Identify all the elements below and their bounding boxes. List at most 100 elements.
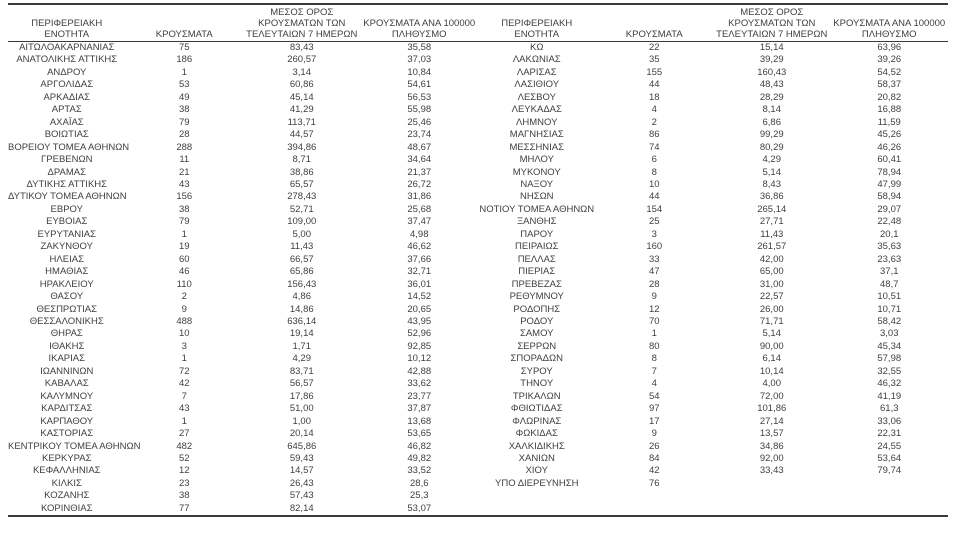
cases-cell: 42 <box>648 465 660 477</box>
region-cell: ΔΡΑΜΑΣ <box>47 166 86 178</box>
avg7-cell: 65,00 <box>759 266 784 278</box>
cases-cell: 23 <box>178 477 190 489</box>
per100k-cell: 58,37 <box>877 79 902 91</box>
region-cell: ΡΕΘΥΜΝΟΥ <box>509 291 564 303</box>
region-cell: ΑΧΑΪΑΣ <box>49 116 84 128</box>
cases-cell: 33 <box>648 253 660 265</box>
region-cell: ΣΠΟΡΑΔΩΝ <box>510 353 563 365</box>
region-cell: ΚΕΦΑΛΛΗΝΙΑΣ <box>32 465 101 477</box>
per100k-cell <box>831 490 949 502</box>
region-cell: ΚΙΛΚΙΣ <box>51 477 82 489</box>
table-row: ΔΡΑΜΑΣ 21 38,86 21,37 ΜΥΚΟΝΟΥ 8 5,14 78,94 <box>8 167 948 179</box>
table-row: ΙΘΑΚΗΣ 3 1,71 92,85 ΣΕΡΡΩΝ 80 90,00 45,34 <box>8 341 948 353</box>
cases-cell: 4 <box>651 378 657 390</box>
avg7-cell: 71,71 <box>759 315 784 327</box>
cases-cell: 79 <box>178 216 190 228</box>
avg7-cell: 113,71 <box>287 116 316 128</box>
avg7-cell: 65,57 <box>289 178 314 190</box>
cases-cell: 97 <box>648 403 660 415</box>
avg7-cell <box>713 490 831 502</box>
region-cell: ΛΑΡΙΣΑΣ <box>516 66 557 78</box>
per100k-cell: 47,99 <box>877 178 902 190</box>
per100k-cell: 92,85 <box>407 340 432 352</box>
header-row: ΠΕΡΙΦΕΡΕΙΑΚΗ ΕΝΟΤΗΤΑ ΚΡΟΥΣΜΑΤΑ ΜΕΣΟΣ ΟΡΟ… <box>8 4 948 42</box>
avg7-cell: 59,43 <box>289 452 314 464</box>
cases-cell: 10 <box>178 328 190 340</box>
region-cell: ΗΡΑΚΛΕΙΟΥ <box>39 278 94 290</box>
cases-cell: 9 <box>651 291 657 303</box>
per100k-cell: 45,26 <box>877 129 902 141</box>
per100k-cell: 25,68 <box>407 203 432 215</box>
cases-cell: 86 <box>648 129 660 141</box>
per100k-cell: 48,67 <box>407 141 432 153</box>
cases-cell: 28 <box>648 278 660 290</box>
table-row: ΚΑΣΤΟΡΙΑΣ 27 20,14 53,65 ΦΩΚΙΔΑΣ 9 13,57 22,31 <box>8 428 948 440</box>
avg7-cell: 156,43 <box>287 278 317 290</box>
per100k-cell: 25,3 <box>410 490 429 502</box>
per100k-cell: 52,96 <box>407 328 432 340</box>
per100k-cell: 4,98 <box>410 228 429 240</box>
table-row: ΑΝΔΡΟΥ 1 3,14 10,84 ΛΑΡΙΣΑΣ 155 160,43 54,52 <box>8 67 948 79</box>
per100k-cell: 54,61 <box>407 79 432 91</box>
cases-cell: 8 <box>651 166 657 178</box>
cases-cell: 53 <box>178 79 190 91</box>
per100k-cell: 46,26 <box>877 141 902 153</box>
region-cell: ΔΥΤΙΚΗΣ ΑΤΤΙΚΗΣ <box>26 178 108 190</box>
per100k-cell: 41,19 <box>877 390 902 402</box>
cases-cell: 2 <box>651 116 657 128</box>
avg7-cell: 92,00 <box>759 452 784 464</box>
cases-cell: 77 <box>178 502 190 514</box>
region-cell: ΚΕΡΚΥΡΑΣ <box>41 452 92 464</box>
cases-cell: 26 <box>648 440 660 452</box>
cases-cell: 6 <box>651 154 657 166</box>
table-header: ΠΕΡΙΦΕΡΕΙΑΚΗ ΕΝΟΤΗΤΑ ΚΡΟΥΣΜΑΤΑ ΜΕΣΟΣ ΟΡΟ… <box>8 4 948 42</box>
avg7-cell: 11,43 <box>760 228 784 240</box>
avg7-cell: 1,00 <box>292 415 312 427</box>
per100k-cell: 29,07 <box>877 203 902 215</box>
table-row: ΕΒΡΟΥ 38 52,71 25,68 ΝΟΤΙΟΥ ΤΟΜΕΑ ΑΘΗΝΩΝ 154 2… <box>8 204 948 216</box>
avg7-cell: 42,00 <box>759 253 784 265</box>
region-cell: ΛΑΣΙΘΙΟΥ <box>514 79 560 91</box>
table-row: ΑΧΑΪΑΣ 79 113,71 25,46 ΛΗΜΝΟΥ 2 6,86 11,59 <box>8 117 948 129</box>
table-row: ΚΕΝΤΡΙΚΟΥ ΤΟΜΕΑ ΑΘΗΝΩΝ 482 645,86 46,82 ΧΑΛΚ… <box>8 441 948 453</box>
cases-cell: 46 <box>178 266 190 278</box>
region-cell: ΡΟΔΟΥ <box>520 315 554 327</box>
avg7-cell: 260,57 <box>287 54 317 66</box>
cases-cell: 110 <box>176 278 192 290</box>
cases-cell: 28 <box>178 129 190 141</box>
region-cell: ΛΕΣΒΟΥ <box>517 91 556 103</box>
per100k-cell: 54,52 <box>877 66 902 78</box>
cases-cell: 1 <box>181 353 187 365</box>
per100k-cell: 49,82 <box>407 452 432 464</box>
avg7-cell: 15,14 <box>759 42 784 53</box>
per100k-cell: 26,72 <box>407 178 432 190</box>
region-cell: ΔΥΤΙΚΟΥ ΤΟΜΕΑ ΑΘΗΝΩΝ <box>8 191 127 203</box>
cases-cell: 9 <box>181 303 187 315</box>
cases-cell: 12 <box>648 303 660 315</box>
cases-cell: 38 <box>178 490 190 502</box>
per100k-cell: 33,62 <box>407 378 432 390</box>
per100k-cell: 37,87 <box>407 403 432 415</box>
cases-cell: 21 <box>178 166 190 178</box>
avg7-cell: 5,14 <box>762 166 782 178</box>
region-cell: ΡΟΔΟΠΗΣ <box>513 303 561 315</box>
table-row: ΘΕΣΠΡΩΤΙΑΣ 9 14,86 20,65 ΡΟΔΟΠΗΣ 12 26,00 10,71 <box>8 304 948 316</box>
region-cell: ΑΙΤΩΛΟΑΚΑΡΝΑΝΙΑΣ <box>19 42 115 53</box>
avg7-cell: 636,14 <box>287 315 317 327</box>
avg7-cell: 6,14 <box>762 353 782 365</box>
per100k-cell: 23,74 <box>407 129 432 141</box>
cases-cell: 18 <box>648 91 660 103</box>
table-row: ΙΩΑΝΝΙΝΩΝ 72 83,71 42,88 ΣΥΡΟΥ 7 10,14 32,55 <box>8 366 948 378</box>
per100k-cell: 22,31 <box>877 428 902 440</box>
avg7-cell: 27,71 <box>759 216 784 228</box>
per100k-cell: 14,52 <box>407 291 432 303</box>
avg7-cell: 48,43 <box>759 79 784 91</box>
avg7-cell <box>713 478 831 490</box>
header-region-right: ΠΕΡΙΦΕΡΕΙΑΚΗ ΕΝΟΤΗΤΑ <box>478 4 596 42</box>
region-cell: ΛΑΚΩΝΙΑΣ <box>512 54 561 66</box>
region-cell: ΚΩ <box>530 42 544 53</box>
avg7-cell: 65,86 <box>289 266 314 278</box>
per100k-cell: 34,64 <box>407 154 432 166</box>
per100k-cell: 63,96 <box>877 42 902 53</box>
cases-cell: 27 <box>178 428 190 440</box>
